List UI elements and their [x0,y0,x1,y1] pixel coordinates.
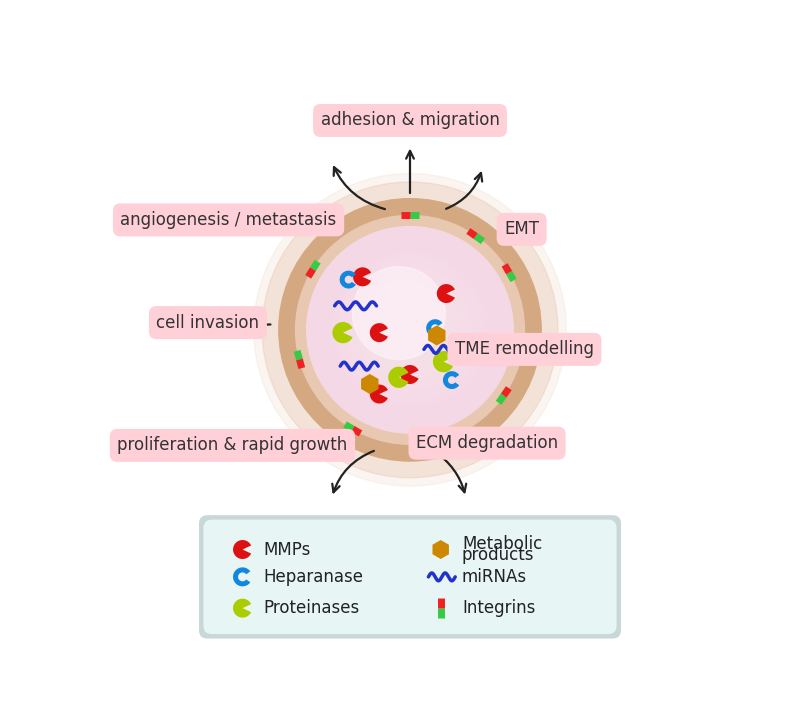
Text: ECM degradation: ECM degradation [416,434,558,452]
Polygon shape [401,365,418,384]
Polygon shape [428,326,446,346]
Circle shape [360,280,453,373]
Circle shape [378,299,430,350]
Circle shape [262,182,558,478]
Text: Heparanase: Heparanase [264,568,364,586]
Circle shape [352,267,446,360]
Polygon shape [426,319,442,337]
Circle shape [388,307,418,339]
Circle shape [374,294,436,356]
Circle shape [295,215,525,444]
Circle shape [279,199,541,461]
Circle shape [355,276,459,378]
Polygon shape [388,367,409,388]
Circle shape [383,303,425,344]
Polygon shape [340,270,356,289]
Polygon shape [353,268,371,286]
Circle shape [306,226,514,433]
Polygon shape [437,284,455,303]
Text: miRNAs: miRNAs [462,568,527,586]
Text: MMPs: MMPs [264,541,311,558]
Text: Integrins: Integrins [462,599,535,617]
Polygon shape [233,599,251,618]
Circle shape [370,289,442,362]
Polygon shape [370,323,388,342]
Circle shape [342,262,476,396]
Polygon shape [233,568,250,587]
FancyBboxPatch shape [199,515,621,639]
Polygon shape [433,540,449,559]
Polygon shape [433,351,453,372]
Polygon shape [361,374,378,394]
Polygon shape [233,540,251,559]
Circle shape [351,271,465,384]
Circle shape [254,173,566,486]
Circle shape [337,257,482,402]
Text: proliferation & rapid growth: proliferation & rapid growth [118,436,348,455]
Circle shape [333,252,487,407]
Text: angiogenesis / metastasis: angiogenesis / metastasis [121,211,337,229]
Text: TME remodelling: TME remodelling [455,340,594,358]
Text: cell invasion: cell invasion [157,314,259,331]
Text: Metabolic: Metabolic [462,536,542,553]
Polygon shape [333,322,353,343]
Text: EMT: EMT [504,220,539,239]
Text: Proteinases: Proteinases [264,599,360,617]
Circle shape [393,312,413,333]
Text: products: products [462,545,534,563]
Polygon shape [370,384,388,404]
Circle shape [397,317,407,327]
Circle shape [346,266,470,390]
Polygon shape [443,371,459,389]
Text: adhesion & migration: adhesion & migration [321,112,499,130]
FancyBboxPatch shape [203,520,617,634]
Circle shape [365,285,447,368]
